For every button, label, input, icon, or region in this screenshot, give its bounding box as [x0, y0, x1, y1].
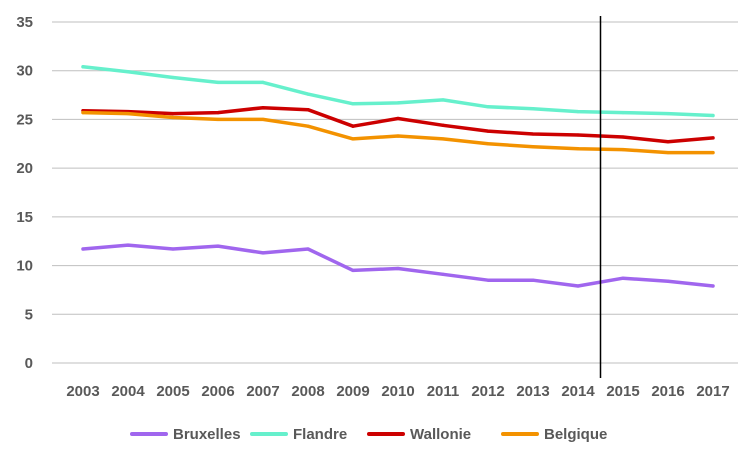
data-point-wallonie	[396, 116, 400, 121]
x-tick-label: 2007	[246, 383, 279, 400]
y-tick-label: 30	[16, 63, 33, 80]
data-point-flandre	[486, 105, 490, 109]
data-point-belgique	[81, 111, 85, 115]
data-point-wallonie	[621, 135, 625, 139]
y-axis-ticks: 0 5 10 15 20 25 30 35	[16, 14, 33, 372]
data-point-flandre	[576, 110, 580, 114]
y-tick-label: 0	[25, 355, 33, 372]
x-tick-label: 2010	[381, 383, 414, 400]
data-point-bruxelles	[576, 284, 580, 288]
x-tick-label: 2005	[156, 383, 189, 400]
legend: Bruxelles Flandre Wallonie Belgique	[130, 426, 607, 443]
data-point-wallonie	[486, 129, 490, 133]
legend-item-bruxelles: Bruxelles	[130, 426, 241, 443]
x-axis-ticks: 2003 2004 2005 2006 2007 2008 2009 2010 2011 2012…	[66, 383, 729, 400]
data-point-belgique	[711, 150, 715, 155]
y-tick-label: 25	[16, 111, 33, 128]
data-point-belgique	[531, 145, 535, 149]
x-tick-label: 2014	[561, 383, 595, 400]
data-point-bruxelles	[81, 247, 85, 251]
x-tick-label: 2006	[201, 383, 234, 400]
data-point-bruxelles	[711, 284, 715, 288]
data-point-flandre	[126, 70, 130, 74]
x-tick-label: 2011	[427, 383, 460, 400]
data-point-flandre	[261, 80, 265, 85]
data-point-bruxelles	[621, 276, 625, 280]
x-tick-label: 2017	[696, 383, 729, 400]
data-point-bruxelles	[531, 278, 535, 282]
x-tick-label: 2009	[336, 383, 369, 400]
data-point-belgique	[486, 142, 490, 146]
data-point-flandre	[306, 92, 310, 96]
legend-item-flandre: Flandre	[250, 426, 347, 443]
data-point-belgique	[171, 115, 175, 120]
data-point-wallonie	[351, 124, 355, 128]
legend-label: Bruxelles	[173, 426, 241, 443]
data-point-belgique	[621, 148, 625, 152]
legend-item-belgique: Belgique	[501, 426, 607, 443]
x-tick-label: 2004	[111, 383, 145, 400]
data-point-wallonie	[666, 140, 670, 144]
data-point-wallonie	[261, 106, 265, 110]
x-tick-label: 2013	[516, 383, 549, 400]
y-tick-label: 5	[25, 306, 33, 323]
y-tick-label: 10	[16, 258, 33, 275]
data-point-belgique	[441, 137, 445, 141]
series-line-flandre	[81, 65, 715, 118]
data-point-wallonie	[171, 111, 175, 116]
data-point-belgique	[576, 147, 580, 151]
data-point-wallonie	[576, 133, 580, 137]
data-point-belgique	[216, 117, 220, 122]
legend-label: Belgique	[544, 426, 607, 443]
data-point-flandre	[531, 107, 535, 111]
legend-label: Wallonie	[410, 426, 471, 443]
data-point-wallonie	[216, 111, 220, 115]
data-point-bruxelles	[216, 244, 220, 248]
data-point-flandre	[441, 98, 445, 102]
x-tick-label: 2015	[606, 383, 639, 400]
data-point-wallonie	[531, 132, 535, 136]
data-point-bruxelles	[351, 268, 355, 273]
data-point-flandre	[216, 80, 220, 85]
data-point-belgique	[261, 117, 265, 122]
x-tick-label: 2016	[651, 383, 684, 400]
x-tick-label: 2012	[471, 383, 504, 400]
data-point-bruxelles	[126, 243, 130, 247]
legend-label: Flandre	[293, 426, 347, 443]
gridlines	[52, 21, 738, 364]
data-point-belgique	[666, 150, 670, 155]
y-tick-label: 35	[16, 14, 33, 31]
data-point-flandre	[711, 113, 715, 118]
data-point-bruxelles	[441, 272, 445, 276]
data-point-bruxelles	[666, 279, 670, 283]
data-point-flandre	[666, 111, 670, 116]
y-tick-label: 20	[16, 160, 33, 177]
legend-item-wallonie: Wallonie	[367, 426, 471, 443]
data-point-flandre	[396, 101, 400, 105]
data-point-belgique	[396, 134, 400, 138]
data-point-bruxelles	[486, 278, 490, 282]
data-point-flandre	[621, 111, 625, 115]
data-point-bruxelles	[396, 266, 400, 271]
x-tick-label: 2008	[291, 383, 324, 400]
data-point-bruxelles	[171, 247, 175, 251]
x-tick-label: 2003	[66, 383, 99, 400]
data-point-belgique	[126, 111, 130, 116]
data-point-flandre	[351, 102, 355, 106]
data-point-wallonie	[306, 108, 310, 112]
data-point-bruxelles	[261, 251, 265, 255]
data-point-wallonie	[441, 123, 445, 127]
data-point-flandre	[81, 65, 85, 69]
series-lines	[81, 65, 715, 288]
y-tick-label: 15	[16, 209, 33, 226]
data-point-wallonie	[711, 136, 715, 140]
data-point-flandre	[171, 75, 175, 80]
data-point-belgique	[351, 137, 355, 141]
data-point-bruxelles	[306, 247, 310, 251]
data-point-belgique	[306, 124, 310, 128]
